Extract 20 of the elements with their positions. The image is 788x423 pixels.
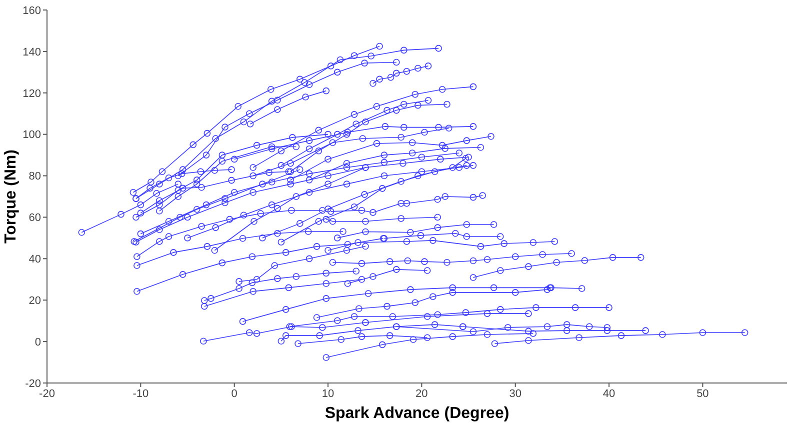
y-tick-label: -20 (25, 378, 41, 390)
y-tick-label: 0 (34, 336, 41, 348)
y-tick-label: 20 (28, 295, 41, 308)
x-tick-label: -10 (132, 388, 149, 400)
x-tick-label: 0 (231, 388, 238, 400)
x-tick-label: 20 (416, 388, 428, 400)
x-tick-label: -20 (39, 388, 55, 400)
y-tick-label: 160 (22, 4, 41, 17)
y-tick-label: 40 (28, 254, 41, 266)
y-tick-label: 140 (22, 46, 41, 58)
x-axis-title: Spark Advance (Degree) (324, 405, 510, 422)
y-tick-label: 60 (28, 212, 41, 224)
x-tick-label: 40 (602, 388, 616, 400)
x-tick-label: 50 (696, 388, 709, 400)
y-axis-title: Torque (Nm) (2, 150, 20, 244)
x-tick-label: 10 (322, 388, 334, 400)
x-tick-label: 30 (509, 388, 522, 400)
y-tick-label: 80 (28, 170, 41, 183)
y-tick-label: 120 (22, 88, 41, 100)
y-tick-label: 100 (22, 129, 41, 142)
